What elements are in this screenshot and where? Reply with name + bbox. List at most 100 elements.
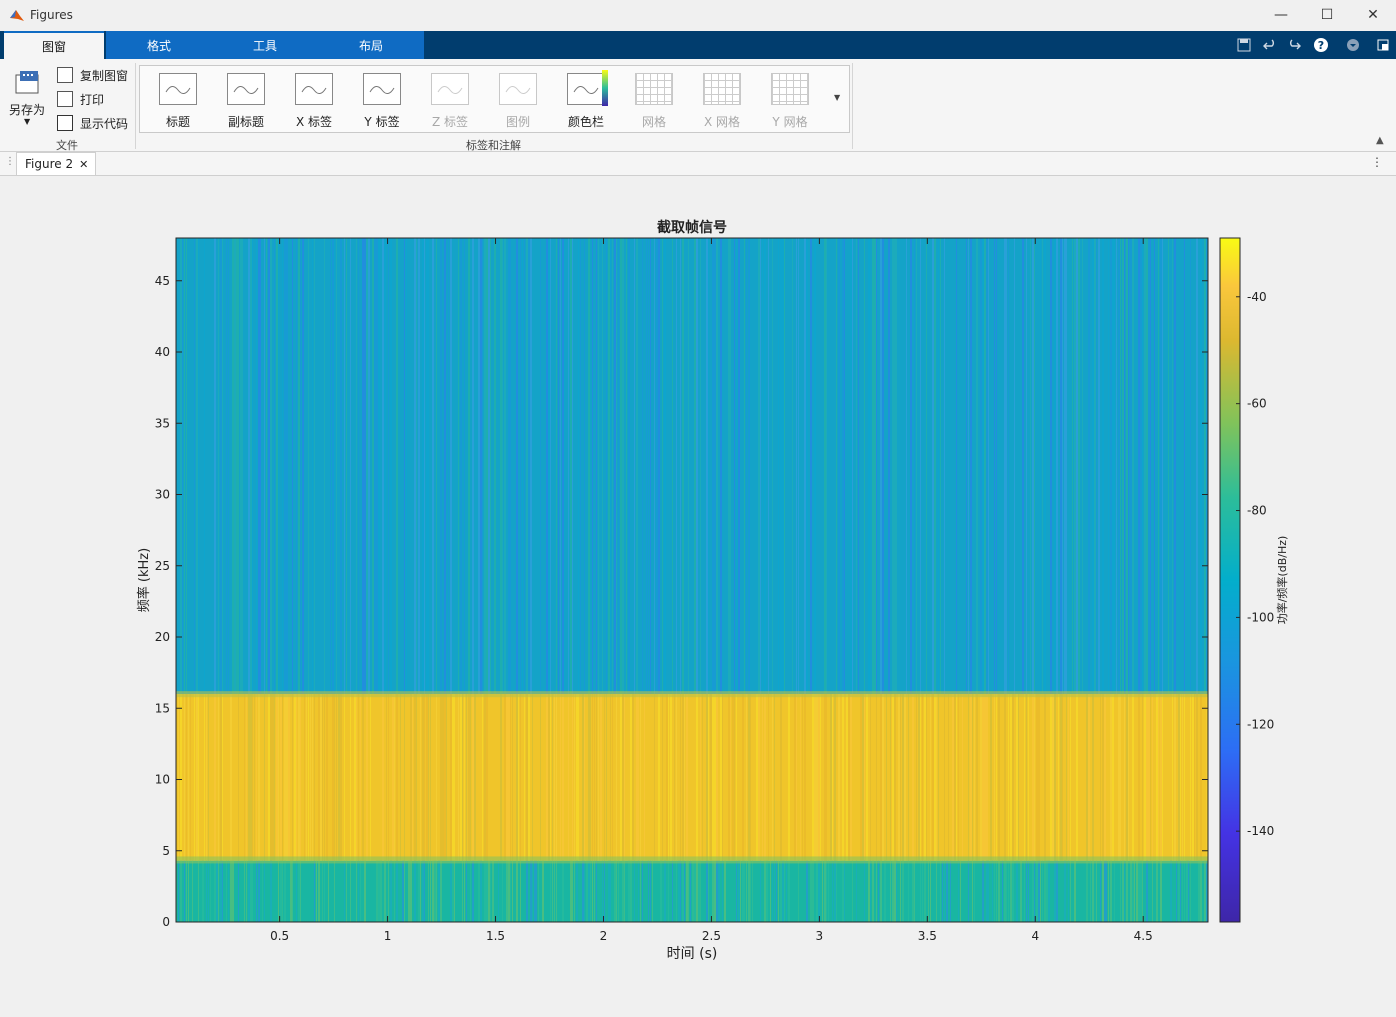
spectrogram-cell	[180, 694, 182, 861]
title-button[interactable]: 标题	[147, 65, 209, 133]
spectrogram-cell	[270, 860, 272, 922]
redo-icon[interactable]	[1284, 36, 1304, 54]
spectrogram-cell	[1178, 694, 1180, 861]
spectrogram-cell	[688, 238, 689, 694]
x-label-button[interactable]: X 标签	[283, 65, 345, 133]
figure-canvas: 0.5 1 1.5 2 2.5 3 3.5 4 4.5 0 5 10 15 20 25 30 35 40 45 截…	[0, 176, 1396, 1014]
legend-icon	[499, 73, 537, 105]
spectrogram-cell	[410, 860, 412, 922]
spectrogram-cell	[284, 694, 286, 861]
spectrogram-cell	[852, 860, 853, 922]
spectrogram-cell	[374, 238, 376, 694]
spectrogram-cell	[256, 860, 257, 922]
spectrogram-cell	[546, 238, 548, 694]
spectrogram-cell	[818, 694, 820, 861]
spectrogram-cell	[488, 238, 490, 694]
colorbar-tick-label: -80	[1247, 504, 1267, 518]
spectrogram-cell	[684, 694, 685, 861]
spectrogram-cell	[1174, 694, 1176, 861]
close-button[interactable]: ✕	[1367, 7, 1379, 23]
spectrogram-cell	[822, 860, 823, 922]
spectrogram-cell	[882, 238, 884, 694]
spectrogram-cell	[1012, 694, 1014, 861]
spectrogram-cell	[450, 860, 452, 922]
spectrogram-cell	[452, 860, 454, 922]
spectrogram-cell	[616, 238, 617, 694]
chevron-down-icon[interactable]	[1343, 36, 1363, 54]
spectrogram-cell	[1204, 860, 1206, 922]
close-icon[interactable]: ✕	[79, 157, 89, 171]
tab-layout[interactable]: 布局	[318, 31, 424, 59]
spectrogram-cell	[948, 694, 949, 861]
undo-icon[interactable]	[1260, 36, 1280, 54]
spectrogram-cell	[390, 238, 392, 694]
colorbar-tick-label: -100	[1247, 610, 1274, 624]
spectrogram-cell	[520, 694, 521, 861]
grid-button[interactable]: 网格	[623, 65, 685, 133]
spectrogram-cell	[976, 694, 978, 861]
spectrogram-cell	[334, 860, 335, 922]
spectrogram-cell	[586, 860, 588, 922]
spectrogram-cell	[362, 238, 364, 694]
save-as-button[interactable]: 另存为 ▼	[6, 67, 50, 133]
spectrogram-cell	[752, 860, 753, 922]
spectrogram-cell	[320, 694, 322, 861]
spectrogram-cell	[746, 238, 747, 694]
spectrogram-cell	[506, 860, 508, 922]
collapse-ribbon-icon[interactable]: ▲	[1376, 135, 1384, 146]
spectrogram-cell	[1158, 238, 1159, 694]
spectrogram-cell	[340, 694, 342, 861]
spectrogram-cell	[232, 238, 234, 694]
spectrogram-cell	[228, 860, 229, 922]
spectrogram-cell	[350, 238, 351, 694]
spectrogram-cell	[354, 694, 356, 861]
spectrogram-cell	[250, 238, 252, 694]
spectrogram-cell	[218, 694, 219, 861]
tab-figure[interactable]: 图窗	[4, 31, 104, 59]
tab-format[interactable]: 格式	[106, 31, 212, 59]
spectrogram-cell	[540, 238, 541, 694]
spectrogram-cell	[384, 860, 386, 922]
help-icon[interactable]: ?	[1311, 36, 1331, 54]
z-label-button[interactable]: Z 标签	[419, 65, 481, 133]
save-as-label: 另存为	[9, 103, 46, 117]
legend-button[interactable]: 图例	[487, 65, 549, 133]
spectrogram-cell	[590, 860, 591, 922]
x-grid-button[interactable]: X 网格	[691, 65, 753, 133]
spectrogram-cell	[618, 238, 619, 694]
spectrogram-cell	[634, 238, 635, 694]
spectrogram-cell	[750, 694, 751, 861]
gallery-expand-icon[interactable]: ▼	[834, 93, 841, 102]
spectrogram-cell	[556, 694, 557, 861]
save-icon[interactable]	[1234, 36, 1254, 54]
print-button[interactable]: 打印	[57, 89, 104, 109]
show-code-checkbox[interactable]: 显示代码	[57, 113, 128, 133]
tab-tools[interactable]: 工具	[212, 31, 318, 59]
subtitle-button[interactable]: 副标题	[215, 65, 277, 133]
spectrogram-plot[interactable]: 0.5 1 1.5 2 2.5 3 3.5 4 4.5 0 5 10 15 20 25 30 35 40 45 截…	[0, 176, 1396, 1014]
y-grid-icon	[771, 73, 809, 105]
tab-figure-2[interactable]: Figure 2 ✕	[16, 152, 96, 175]
more-options-icon[interactable]: ⋮	[1371, 155, 1383, 169]
colorbar[interactable]	[1219, 237, 1241, 923]
spectrogram-cell	[466, 694, 467, 861]
maximize-button[interactable]: ☐	[1320, 7, 1334, 23]
y-label-button[interactable]: Y 标签	[351, 65, 413, 133]
spectrogram-cell	[938, 694, 939, 861]
spectrogram-cell	[748, 694, 750, 861]
spectrogram-cell	[468, 694, 470, 861]
minimize-button[interactable]: —	[1274, 7, 1288, 23]
spectrogram-cell	[558, 238, 559, 694]
spectrogram-cell	[1002, 860, 1003, 922]
spectrogram-cell	[458, 694, 459, 861]
spectrogram-cell	[264, 238, 265, 694]
spectrogram-cell	[680, 694, 681, 861]
spectrogram-cell	[858, 238, 859, 694]
grip-icon[interactable]: ⋮	[5, 156, 15, 167]
copy-figure-button[interactable]: 复制图窗	[57, 65, 128, 85]
colorbar-button[interactable]: 颜色栏	[555, 65, 617, 133]
spectrogram-cell	[414, 238, 416, 694]
dock-icon[interactable]	[1373, 36, 1393, 54]
y-grid-button[interactable]: Y 网格	[759, 65, 821, 133]
spectrogram-cell	[1072, 238, 1073, 694]
